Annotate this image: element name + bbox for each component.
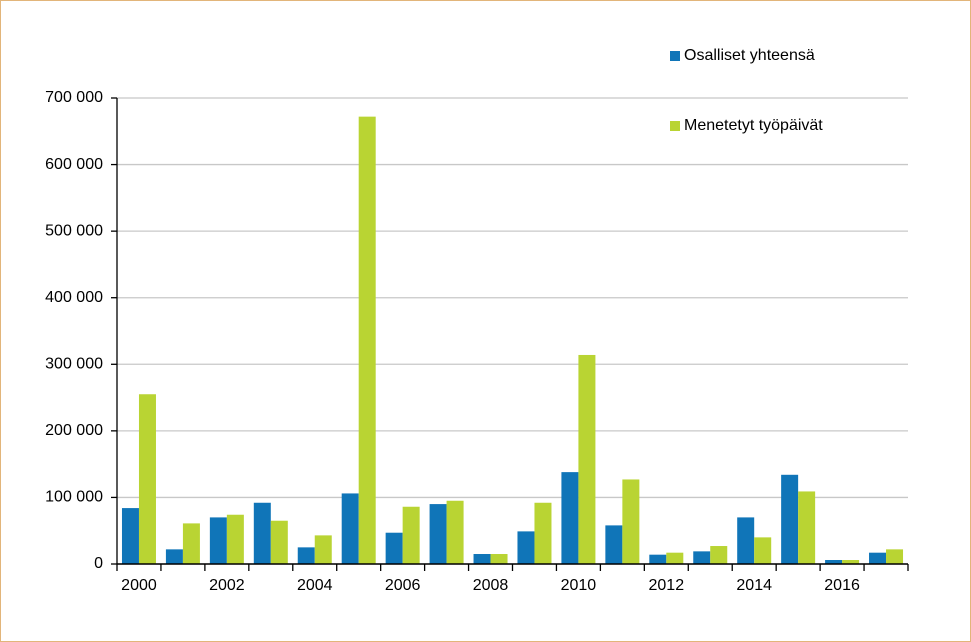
y-tick-label: 200 000 xyxy=(45,422,103,439)
y-tick-label: 300 000 xyxy=(45,356,103,373)
bar xyxy=(517,531,535,564)
bar xyxy=(842,560,860,564)
bar xyxy=(490,554,508,564)
y-tick-label: 100 000 xyxy=(45,489,103,506)
bar xyxy=(226,514,244,564)
x-tick-label: 2012 xyxy=(649,577,685,594)
bar xyxy=(781,474,799,564)
bar xyxy=(165,549,183,564)
x-tick-label: 2006 xyxy=(385,577,421,594)
x-tick-label: 2010 xyxy=(561,577,597,594)
y-tick-label: 700 000 xyxy=(45,89,103,106)
bar xyxy=(341,493,359,564)
bar xyxy=(737,517,755,564)
bar xyxy=(693,551,711,564)
y-tick-label: 500 000 xyxy=(45,222,103,239)
bar xyxy=(869,552,887,564)
x-tick-label: 2000 xyxy=(121,577,157,594)
bar xyxy=(561,472,579,564)
bar xyxy=(446,500,464,564)
legend-label: Osalliset yhteensä xyxy=(684,47,815,64)
x-tick-label: 2004 xyxy=(297,577,333,594)
bar xyxy=(534,502,552,564)
bar xyxy=(473,554,491,564)
bar xyxy=(798,491,816,564)
x-tick-label: 2008 xyxy=(473,577,509,594)
y-tick-label: 0 xyxy=(94,555,103,572)
bar xyxy=(358,116,376,564)
bar xyxy=(121,508,139,564)
bar xyxy=(886,549,904,564)
bar xyxy=(402,506,420,564)
bar xyxy=(314,535,332,564)
bar xyxy=(622,479,640,564)
y-tick-label: 600 000 xyxy=(45,156,103,173)
bar xyxy=(825,560,843,564)
legend-swatch xyxy=(670,121,680,131)
x-tick-label: 2016 xyxy=(824,577,860,594)
bar xyxy=(138,394,156,564)
bar xyxy=(429,504,447,564)
bar xyxy=(649,554,667,564)
bar xyxy=(270,520,288,564)
x-tick-label: 2014 xyxy=(736,577,772,594)
bar xyxy=(182,523,200,564)
legend-label: Menetetyt työpäivät xyxy=(684,117,823,134)
bar xyxy=(253,502,271,564)
bar xyxy=(209,517,227,564)
bar xyxy=(666,552,684,564)
bar xyxy=(297,547,315,564)
bar xyxy=(710,546,728,564)
bar xyxy=(385,532,403,564)
bar xyxy=(754,537,772,564)
bar xyxy=(605,525,623,564)
y-tick-label: 400 000 xyxy=(45,289,103,306)
x-tick-label: 2002 xyxy=(209,577,245,594)
bar xyxy=(578,354,596,564)
legend-swatch xyxy=(670,51,680,61)
